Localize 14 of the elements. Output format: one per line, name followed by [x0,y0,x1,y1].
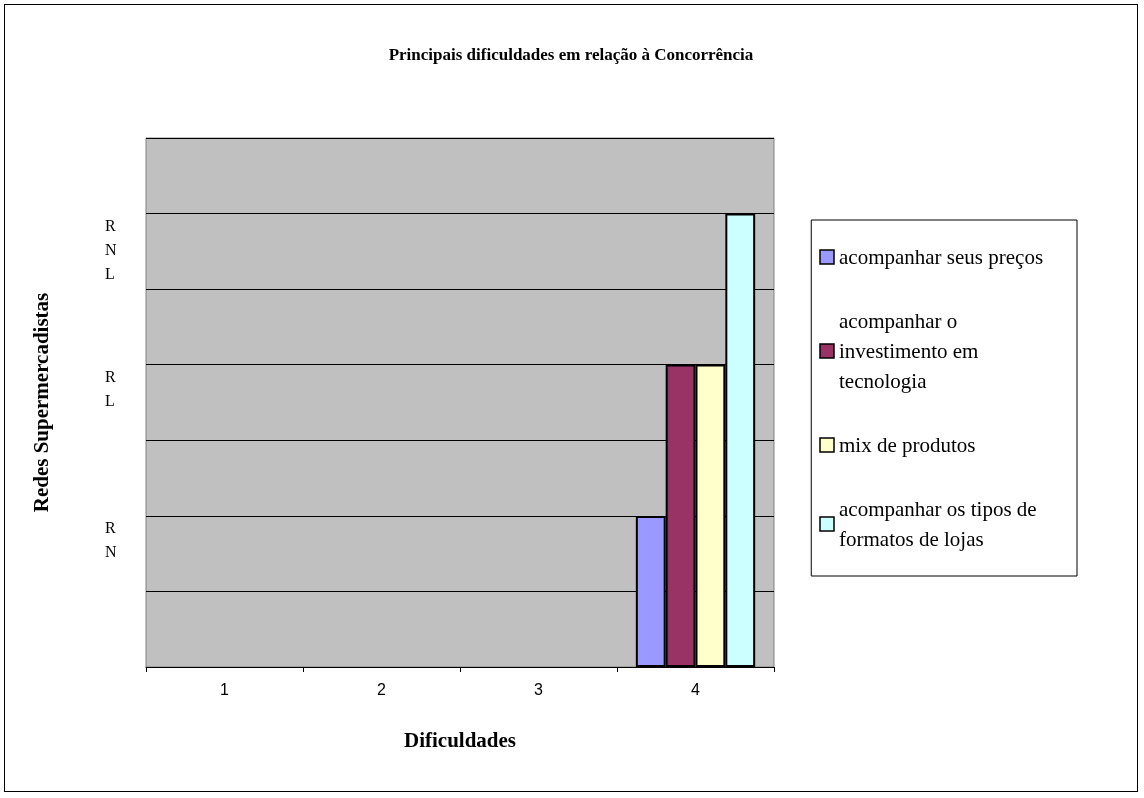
y-axis-title: Redes Supermercadistas [28,292,53,513]
x-tick-label: 4 [691,680,701,698]
x-tick-label: 2 [377,680,387,698]
text: RNL [105,217,117,283]
x-axis-title: Dificuldades [403,727,517,752]
text: RL [105,368,116,410]
legend-label: acompanhar seus preços [839,245,1044,269]
legend-label: mix de produtos [839,433,976,457]
legend-label: acompanhar o investimento em tecnologia [839,309,984,393]
x-tick-label: 3 [534,680,544,698]
legend-label: acompanhar os tipos de formatos de lojas [839,497,1042,551]
x-tick-label: 1 [220,680,230,698]
chart-title: Principais dificuldades em relação à Concorrência [388,45,754,64]
text: RN [105,519,117,561]
